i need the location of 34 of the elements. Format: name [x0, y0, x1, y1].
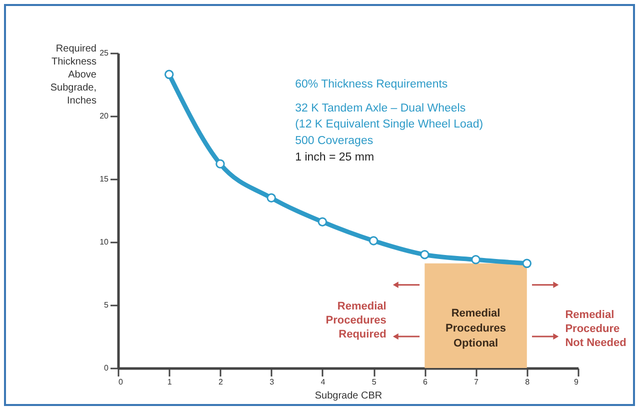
y-tick-label: 25: [100, 48, 110, 58]
point: [216, 159, 225, 168]
x-tick-label: 9: [574, 378, 580, 386]
x-tick-label: 6: [422, 378, 428, 386]
x-tick-label: 0: [118, 378, 124, 386]
y-tick-label: 5: [104, 300, 110, 310]
point: [164, 70, 174, 80]
annotation: 32 K Tandem Axle – Dual Wheels: [295, 102, 466, 114]
annotation: Remedial Procedure Not Needed: [565, 309, 626, 350]
x-tick-label: 2: [218, 378, 224, 386]
point: [318, 217, 328, 226]
point: [471, 255, 480, 264]
point: [266, 193, 276, 203]
x-axis-title: Subgrade CBR: [314, 390, 382, 402]
text: 60% Thickness Requirements: [295, 78, 448, 90]
point: [368, 236, 378, 246]
band-label: Remedial Procedures Optional: [446, 308, 506, 350]
y-tick-label: 15: [100, 174, 110, 184]
x-tick-label: 5: [372, 378, 377, 386]
point: [420, 250, 430, 260]
x-tick-label: 4: [320, 378, 326, 386]
x-tick-label: 7: [474, 378, 480, 386]
x-tick-label: 1: [167, 378, 172, 386]
y-tick-label: 20: [100, 112, 110, 120]
annotation: 1 inch = 25 mm: [295, 151, 374, 164]
annotation: (12 K Equivalent Single Wheel Load): [295, 118, 484, 131]
y-tick-label: 0: [104, 364, 110, 372]
x-tick-label: 8: [525, 378, 530, 386]
annotation: Remedial Procedures Required: [326, 300, 386, 340]
x-tick-label: 3: [270, 378, 275, 386]
y-axis-title: Required Thickness Above Subgrade, Inches: [50, 44, 97, 106]
annotation: 500 Coverages: [295, 135, 374, 148]
point: [522, 258, 532, 268]
y-tick-label: 10: [100, 238, 110, 246]
